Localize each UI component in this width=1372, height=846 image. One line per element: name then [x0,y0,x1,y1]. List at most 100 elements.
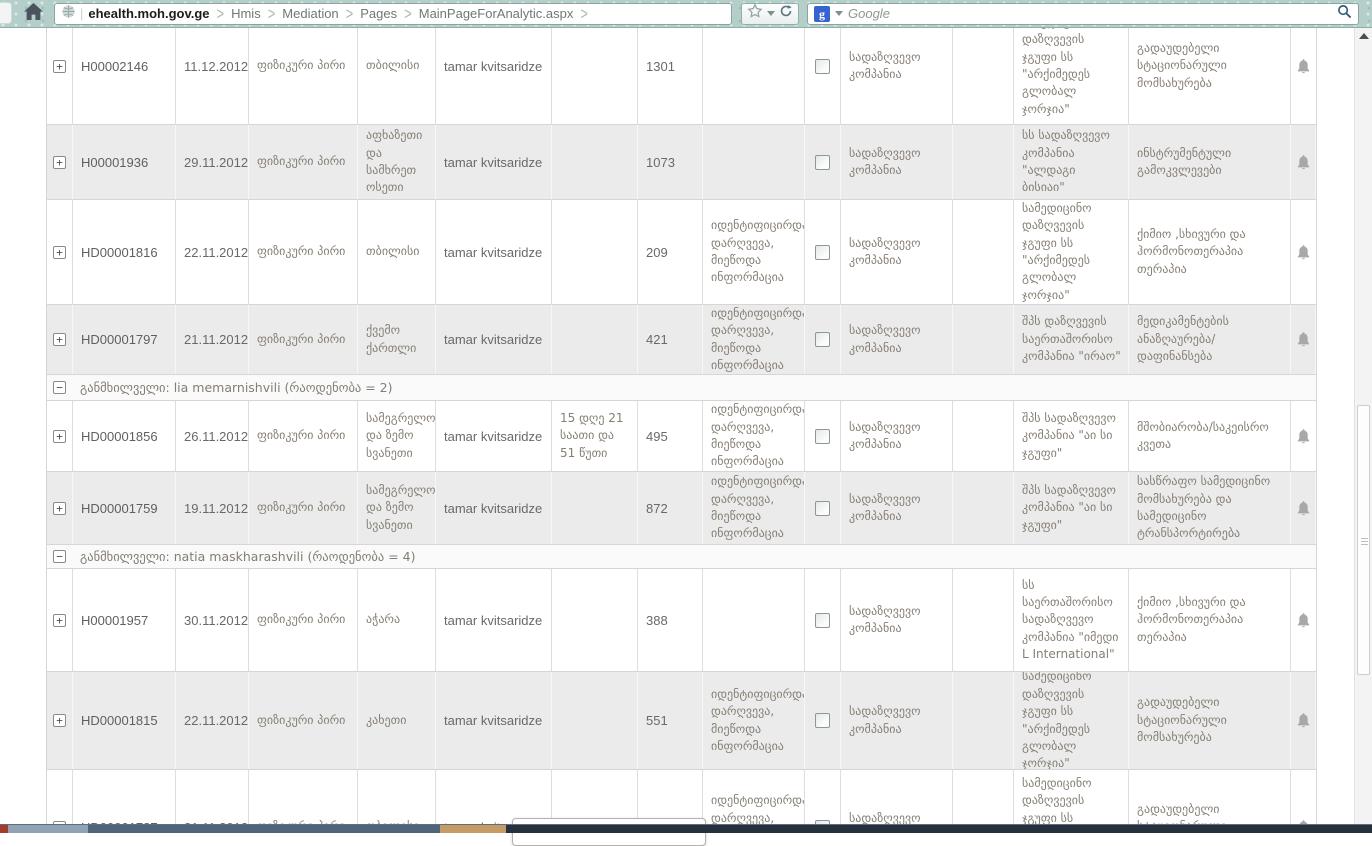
bell-icon[interactable] [1297,244,1310,260]
cell-reviewer: tamar kvitsaridze [436,672,552,769]
cell-date: 19.11.2012 [176,472,249,544]
cell-date: 29.11.2012 [176,125,249,199]
cell-duration [552,472,638,544]
row-checkbox[interactable] [815,154,830,170]
expand-row-icon[interactable]: + [53,155,66,169]
scrollbar-thumb[interactable] [1357,405,1370,675]
cell-expand: + [47,770,73,832]
cell-checkbox [805,28,841,124]
row-checkbox[interactable] [815,713,830,728]
cell-applicant-type: ფიზიკური პირი [249,125,358,199]
reload-icon[interactable] [779,4,793,23]
taskbar-segment [506,825,1372,833]
cell-service: გადაუდებელი სტაციონარული მომსახურება [1129,672,1291,769]
cell-blank [953,672,1014,769]
cell-checkbox [805,401,841,471]
row-checkbox[interactable] [815,58,830,74]
bell-icon[interactable] [1297,500,1310,516]
search-icon[interactable] [1337,4,1352,24]
taskbar-segment [8,825,88,833]
cell-bell [1291,672,1316,769]
table-row: + H00002146 11.12.2012 ფიზიკური პირი თბილისი… [47,28,1316,125]
cell-blank [953,472,1014,544]
breadcrumb-item[interactable]: Mediation [282,6,339,21]
cell-region: თბილისი [358,200,436,304]
expand-row-icon[interactable]: + [53,613,66,627]
cell-insurer: შპს სადაზღვევო კომპანია "აი სი ჯგუფი" [1014,472,1129,544]
cell-date: 21.11.2012 [176,305,249,374]
row-checkbox[interactable] [815,244,830,260]
cell-org-type: სადაზღვევო კომპანია [841,28,953,124]
cell-id: H00001957 [73,569,176,671]
search-input[interactable]: Google [848,6,890,21]
cell-org-type: სადაზღვევო კომპანია [841,472,953,544]
cell-expand: + [47,472,73,544]
cell-insurer: სამედიცინო დაზღვევის ჯგუფი სს "არქიმედეს… [1014,672,1129,769]
expand-row-icon[interactable]: + [53,714,66,727]
cell-org-type: სადაზღვევო კომპანია [841,672,953,769]
cell-bell [1291,125,1316,199]
bookmark-dropdown-icon[interactable] [767,11,775,16]
cell-reviewer: tamar kvitsaridze [436,472,552,544]
cell-result: იდენტიფიცირდა დარღვევა, მიეწოდა ინფორმაც… [703,770,805,832]
cell-region: თბილისი [358,28,436,124]
breadcrumb-item[interactable]: Pages [360,6,398,21]
bell-icon[interactable] [1297,428,1310,444]
bookmark-star-icon[interactable] [747,3,763,24]
cell-checkbox [805,770,841,832]
group-header-row: − განმხილველი: lia memarnishvili (რაოდენო… [47,375,1316,401]
row-checkbox[interactable] [815,428,830,444]
cell-duration [552,28,638,124]
bell-icon[interactable] [1297,332,1310,347]
collapse-group-icon[interactable]: − [53,550,66,563]
bell-icon[interactable] [1297,58,1310,74]
cell-case-number: 421 [638,305,703,374]
cell-result: იდენტიფიცირდა დარღვევა, მიეწოდა ინფორმაც… [703,305,805,374]
cell-date: 21.11.2012 [176,770,249,832]
cell-id: HD00001816 [73,200,176,304]
cell-org-type: სადაზღვევო კომპანია [841,770,953,832]
cell-applicant-type: ფიზიკური პირი [249,770,358,832]
cell-case-number: 209 [638,200,703,304]
table-row: + HD00001856 26.11.2012 ფიზიკური პირი სამეგრ… [47,401,1316,472]
scroll-up-button[interactable] [1355,28,1372,44]
expand-row-icon[interactable]: + [53,245,66,259]
row-checkbox[interactable] [815,332,830,347]
vertical-scrollbar[interactable] [1354,28,1372,832]
cell-date: 11.12.2012 [176,28,249,124]
cell-case-number: 1073 [638,125,703,199]
cell-reviewer: tamar kvitsaridze [436,28,552,124]
cell-id: HD00001856 [73,401,176,471]
table-row: + HD00001816 22.11.2012 ფიზიკური პირი თბილის… [47,200,1316,305]
expand-row-icon[interactable]: + [53,59,66,73]
collapse-group-icon[interactable]: − [53,381,66,394]
search-bar[interactable]: g Google [807,2,1359,25]
home-button[interactable] [24,2,43,25]
bell-icon[interactable] [1297,713,1310,728]
breadcrumb-item[interactable]: Hmis [231,6,261,21]
cell-service: მშობიარობა/საკეისრო კვეთა [1129,401,1291,471]
cell-applicant-type: ფიზიკური პირი [249,672,358,769]
bell-icon[interactable] [1297,154,1310,170]
search-engine-dropdown-icon[interactable] [835,11,843,16]
cell-insurer: სს საერთაშორისო სადაზღვევო კომპანია "იმე… [1014,569,1129,671]
row-checkbox[interactable] [815,612,830,628]
scroll-up-icon [1358,33,1369,39]
taskbar [0,824,1372,833]
row-checkbox[interactable] [815,500,830,516]
cell-applicant-type: ფიზიკური პირი [249,305,358,374]
url-host[interactable]: ehealth.moh.gov.ge [88,6,210,21]
expand-row-icon[interactable]: + [53,333,66,346]
expand-row-icon[interactable]: + [53,429,66,443]
cell-expand: + [47,569,73,671]
expand-row-icon[interactable]: + [53,501,66,515]
breadcrumb-item[interactable]: MainPageForAnalytic.aspx [418,6,574,21]
location-bar[interactable]: | ehealth.moh.gov.ge > Hmis > Mediation … [54,2,732,25]
breadcrumb-chevron-icon: > [580,3,588,24]
cell-applicant-type: ფიზიკური პირი [249,200,358,304]
breadcrumb-chevron-icon: > [404,3,412,24]
cell-bell [1291,569,1316,671]
bell-icon[interactable] [1297,612,1310,628]
cell-duration [552,569,638,671]
table-row: + HD00001759 19.11.2012 ფიზიკური პირი სამეგრ… [47,472,1316,545]
